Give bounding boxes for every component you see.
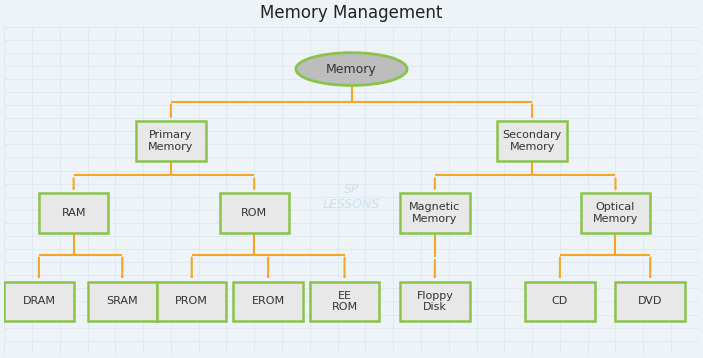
Text: RAM: RAM — [61, 208, 86, 218]
Text: PROM: PROM — [175, 296, 208, 306]
Text: Secondary
Memory: Secondary Memory — [503, 130, 562, 152]
FancyBboxPatch shape — [157, 282, 226, 321]
Text: Primary
Memory: Primary Memory — [148, 130, 193, 152]
FancyBboxPatch shape — [233, 282, 303, 321]
FancyBboxPatch shape — [4, 282, 74, 321]
Text: CD: CD — [552, 296, 568, 306]
Text: DVD: DVD — [638, 296, 662, 306]
Text: Optical
Memory: Optical Memory — [593, 202, 638, 224]
FancyBboxPatch shape — [400, 193, 470, 233]
FancyBboxPatch shape — [310, 282, 380, 321]
Text: Magnetic
Memory: Magnetic Memory — [409, 202, 460, 224]
Ellipse shape — [296, 53, 407, 86]
Text: DRAM: DRAM — [22, 296, 56, 306]
FancyBboxPatch shape — [136, 121, 205, 161]
FancyBboxPatch shape — [581, 193, 650, 233]
FancyBboxPatch shape — [525, 282, 595, 321]
Text: Floppy
Disk: Floppy Disk — [416, 291, 453, 312]
Text: EROM: EROM — [252, 296, 285, 306]
Text: Memory: Memory — [326, 63, 377, 76]
FancyBboxPatch shape — [88, 282, 157, 321]
Text: SRAM: SRAM — [106, 296, 138, 306]
FancyBboxPatch shape — [39, 193, 108, 233]
Title: Memory Management: Memory Management — [260, 4, 443, 22]
Text: SP
LESSONS: SP LESSONS — [323, 183, 380, 211]
FancyBboxPatch shape — [498, 121, 567, 161]
FancyBboxPatch shape — [615, 282, 685, 321]
Text: ROM: ROM — [241, 208, 267, 218]
FancyBboxPatch shape — [400, 282, 470, 321]
Text: EE
ROM: EE ROM — [332, 291, 358, 312]
FancyBboxPatch shape — [219, 193, 289, 233]
